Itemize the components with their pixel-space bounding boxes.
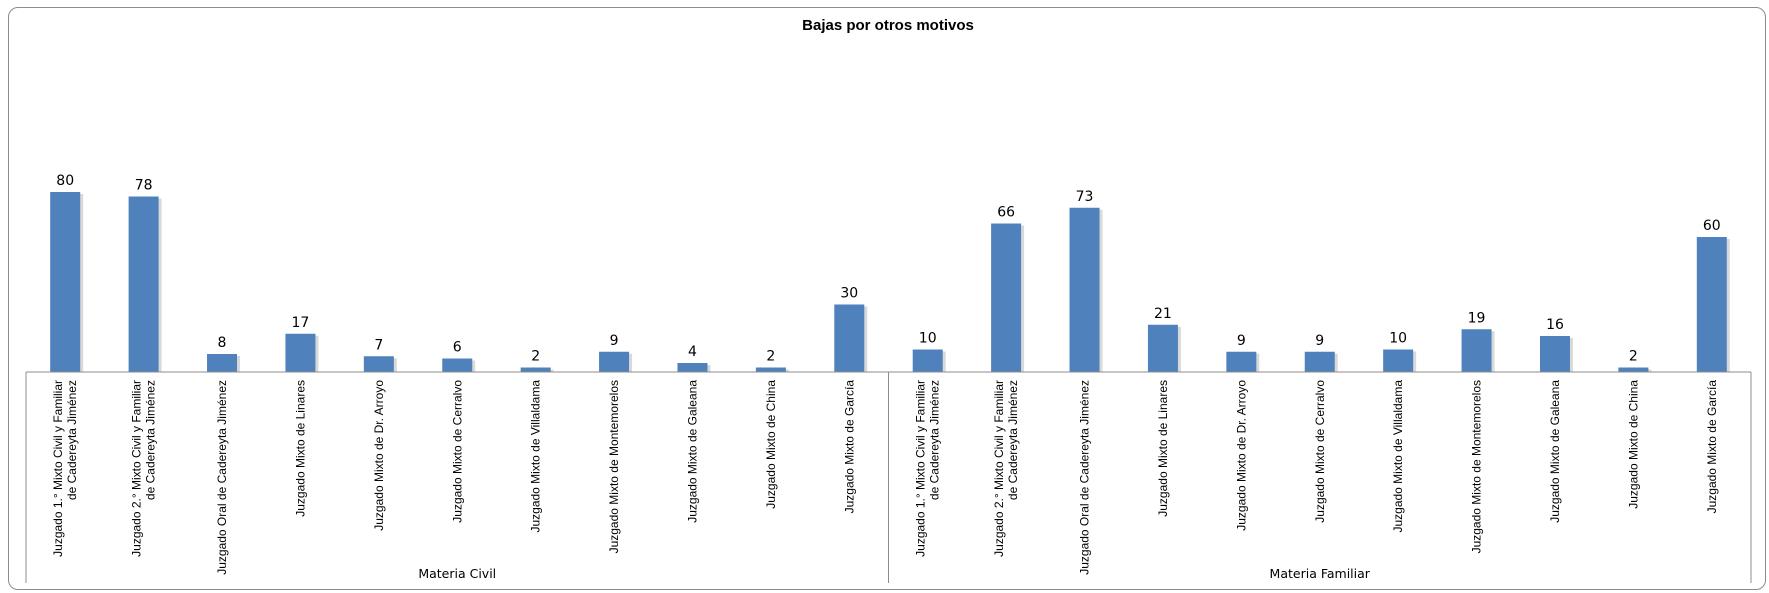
bar [677,363,708,372]
bar [1539,336,1570,372]
bar [912,349,943,372]
category-label: Juzgado Oral de Cadereyta Jiménez [215,380,229,575]
bar [285,333,316,372]
bar [1618,367,1649,372]
category-label: Juzgado Mixto de Dr. Arroyo [1234,380,1248,531]
data-label: 6 [453,340,462,356]
category-label: Juzgado 1.° Mixto Civil y Familiarde Cad… [914,380,942,557]
category-label: Juzgado Mixto de García [1705,380,1719,514]
category-label: Juzgado Mixto de Montemorelos [607,380,621,553]
data-label: 16 [1546,317,1564,333]
category-label: Juzgado Mixto de Dr. Arroyo [372,380,386,531]
category-label: Juzgado Mixto de China [1626,380,1640,509]
data-label: 73 [1076,189,1094,205]
data-label: 2 [766,349,775,365]
bar [1696,237,1727,372]
data-label: 2 [531,349,540,365]
category-label: Juzgado Mixto de Cerralvo [1313,380,1327,523]
data-label: 30 [840,286,858,302]
data-label: 9 [1237,333,1246,349]
data-label: 80 [56,173,74,189]
plot-area: 80 Juzgado 1.° Mixto Civil y Familiarde C… [25,173,1752,583]
bar [599,351,630,372]
category-label: Juzgado Oral de Cadereyta Jiménez [1078,380,1092,575]
bar [207,354,238,372]
bar [520,367,551,372]
data-label: 9 [610,333,619,349]
bar [755,367,786,372]
category-label: Juzgado Mixto de Galeana [685,380,699,523]
data-label: 9 [1315,333,1324,349]
group-label: Materia Civil [418,566,496,581]
category-label: Juzgado 1.° Mixto Civil y Familiarde Cad… [51,380,79,557]
bar [834,304,865,372]
bar [442,358,473,372]
group-label: Materia Familiar [1270,566,1371,581]
data-label: 10 [1389,331,1407,347]
category-label: Juzgado 2.° Mixto Civil y Familiarde Cad… [130,380,158,557]
category-label: Juzgado Mixto de Villaldama [529,380,543,533]
data-label: 10 [919,331,937,347]
bar [1226,351,1257,372]
chart-frame [8,7,1766,590]
bar [128,196,159,372]
data-label: 2 [1629,349,1638,365]
bar [50,192,81,372]
category-label: Juzgado Mixto de García [842,380,856,514]
data-label: 17 [292,315,310,331]
data-label: 19 [1468,310,1486,326]
bar [363,356,394,372]
data-label: 60 [1703,218,1721,234]
data-label: 4 [688,344,697,360]
category-label: Juzgado Mixto de Linares [1156,380,1170,517]
category-label: Juzgado Mixto de Linares [293,380,307,517]
bar [991,223,1022,372]
data-label: 8 [218,335,227,351]
category-label: Juzgado Mixto de China [764,380,778,509]
category-label: Juzgado 2.° Mixto Civil y Familiarde Cad… [992,380,1020,557]
bar [1461,329,1492,372]
data-label: 7 [374,337,383,353]
chart-title: Bajas por otros motivos [802,17,974,34]
bar [1383,349,1414,372]
category-label: Juzgado Mixto de Villaldama [1391,380,1405,533]
bar [1147,324,1178,372]
data-label: 78 [135,178,153,194]
bar [1304,351,1335,372]
category-label: Juzgado Mixto de Galeana [1548,380,1562,523]
data-label: 21 [1154,306,1172,322]
category-label: Juzgado Mixto de Cerralvo [450,380,464,523]
category-label: Juzgado Mixto de Montemorelos [1470,380,1484,553]
bar [1069,207,1100,372]
data-label: 66 [997,205,1015,221]
